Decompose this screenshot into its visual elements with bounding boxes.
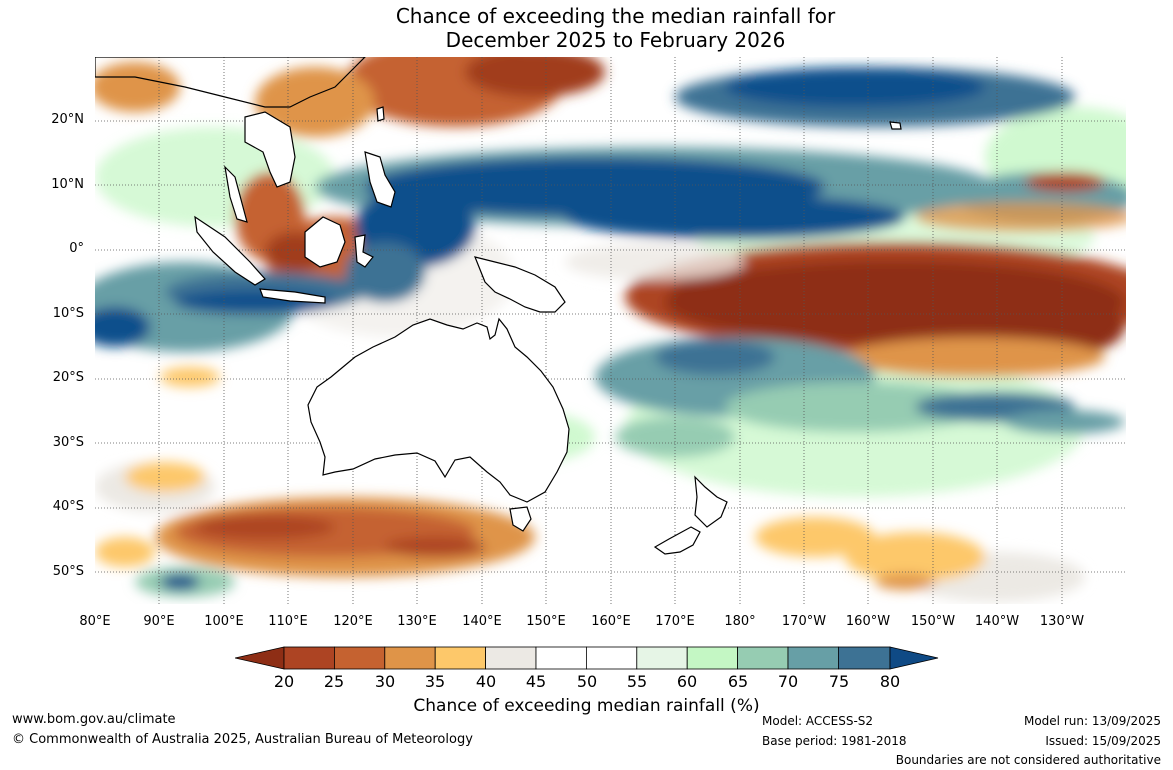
lat-label-20n: 20°N [51,112,84,127]
lon-label-110e: 110°E [268,614,308,629]
lat-label-20s: 20°S [52,370,84,385]
china-coast-outline [95,57,366,108]
lon-label-160w: 160°W [845,614,891,629]
lat-label-30s: 30°S [52,435,84,450]
model-run-date: Model run: 13/09/2025 [1023,714,1161,728]
title-line-1: Chance of exceeding the median rainfall … [395,4,836,28]
lon-label-160e: 160°E [591,614,631,629]
colorbar [234,646,939,670]
lon-label-140e: 140°E [462,614,502,629]
colorbar-tick-80: 80 [879,672,901,691]
colorbar-tick-35: 35 [424,672,446,691]
colorbar-tick-40: 40 [475,672,497,691]
lat-label-10s: 10°S [52,306,84,321]
new-zealand-north-outline [694,475,728,528]
colorbar-tick-75: 75 [828,672,850,691]
lon-label-140w: 140°W [974,614,1020,629]
colorbar-high-arrow [889,646,939,670]
lon-label-150e: 150°E [526,614,566,629]
colorbar-tick-30: 30 [374,672,396,691]
colorbar-swatch-20-25 [283,646,335,670]
colorbar-svg [234,646,939,670]
colorbar-tick-65: 65 [727,672,749,691]
colorbar-tick-55: 55 [626,672,648,691]
boundary-disclaimer: Boundaries are not considered authoritat… [895,753,1161,767]
lon-label-100e: 100°E [204,614,244,629]
colorbar-swatch-55-60 [636,646,688,670]
coastlines [95,57,902,555]
sumatra-outline [194,215,266,286]
java-outline [259,288,326,304]
lon-label-80e: 80°E [79,614,111,629]
issued-date: Issued: 15/09/2025 [1045,734,1161,748]
colorbar-swatch-70-75 [787,646,839,670]
lon-label-150w: 150°W [910,614,956,629]
colorbar-swatch-65-70 [737,646,789,670]
colorbar-swatch-45-50 [535,646,587,670]
sulawesi-outline [354,234,374,268]
colorbar-swatch-50-55 [585,646,638,670]
hawaii-outline [889,121,902,130]
model-name: Model: ACCESS-S2 [762,714,874,728]
taiwan-outline [376,106,385,122]
lat-label-0: 0° [69,241,84,256]
lon-label-120e: 120°E [333,614,373,629]
colorbar-tick-45: 45 [525,672,547,691]
title-line-2: December 2025 to February 2026 [445,28,786,52]
colorbar-tick-70: 70 [777,672,799,691]
borneo-outline [304,216,346,268]
colorbar-tick-50: 50 [576,672,598,691]
lon-label-180: 180° [724,614,756,629]
lat-label-10n: 10°N [51,177,84,192]
map-svg [95,57,1126,604]
colorbar-swatch-60-65 [686,646,739,670]
colorbar-swatch-75-80 [838,646,891,670]
base-period: Base period: 1981-2018 [762,734,907,748]
philippines-outline [364,151,396,208]
map-title: Chance of exceeding the median rainfall … [0,4,1173,52]
lon-label-170e: 170°E [655,614,695,629]
tasmania-outline [509,506,532,532]
colorbar-low-arrow [234,646,285,670]
australia-outline [307,317,570,503]
colorbar-swatch-30-35 [384,646,436,670]
new-zealand-south-outline [653,526,701,555]
rainfall-map [95,57,1126,604]
colorbar-tick-60: 60 [676,672,698,691]
lat-label-50s: 50°S [52,564,84,579]
lon-label-90e: 90°E [143,614,175,629]
colorbar-swatch-35-40 [434,646,486,670]
copyright-text: © Commonwealth of Australia 2025, Austra… [12,732,473,747]
colorbar-swatch-25-30 [334,646,386,670]
colorbar-label: Chance of exceeding median rainfall (%) [413,696,760,716]
malay-peninsula-outline [224,165,248,223]
lon-label-130e: 130°E [397,614,437,629]
colorbar-tick-25: 25 [323,672,345,691]
colorbar-tick-20: 20 [273,672,295,691]
indochina-outline [244,111,296,188]
new-guinea-outline [474,256,566,313]
colorbar-swatch-40-45 [485,646,537,670]
lon-label-130w: 130°W [1039,614,1085,629]
lat-label-40s: 40°S [52,499,84,514]
lon-label-170w: 170°W [781,614,827,629]
bom-website-link[interactable]: www.bom.gov.au/climate [12,712,176,727]
